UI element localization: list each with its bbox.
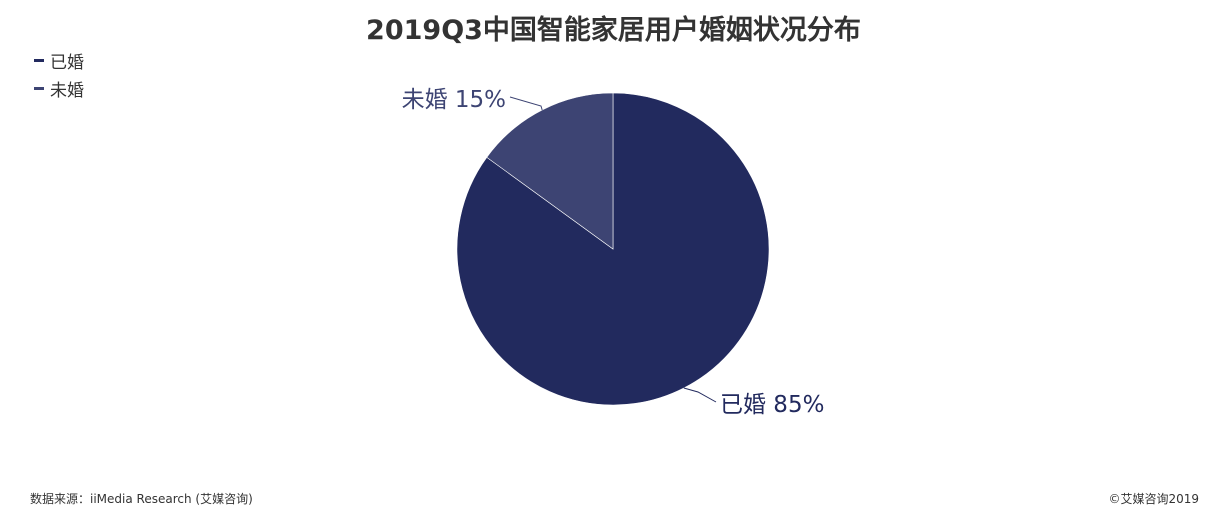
data-label-unmarried: 未婚 15%	[402, 87, 506, 113]
leader-line-married	[683, 387, 717, 403]
legend-label-married: 已婚	[50, 52, 84, 73]
legend-swatch-married	[34, 58, 44, 62]
legend-label-unmarried: 未婚	[50, 80, 84, 101]
legend-swatch-unmarried	[34, 86, 44, 90]
source-note: 数据来源：iiMedia Research (艾媒咨询)	[30, 492, 253, 506]
legend-item-married[interactable]: 已婚	[34, 46, 84, 74]
chart-title: 2019Q3中国智能家居用户婚姻状况分布	[366, 15, 861, 46]
data-label-married: 已婚 85%	[720, 392, 824, 418]
pie-slice-unmarried[interactable]	[486, 92, 614, 250]
copyright-note: ©艾媒咨询2019	[1108, 492, 1199, 506]
legend-item-unmarried[interactable]: 未婚	[34, 74, 84, 102]
leader-line-unmarried	[509, 96, 543, 111]
legend: 已婚 未婚	[34, 46, 84, 102]
